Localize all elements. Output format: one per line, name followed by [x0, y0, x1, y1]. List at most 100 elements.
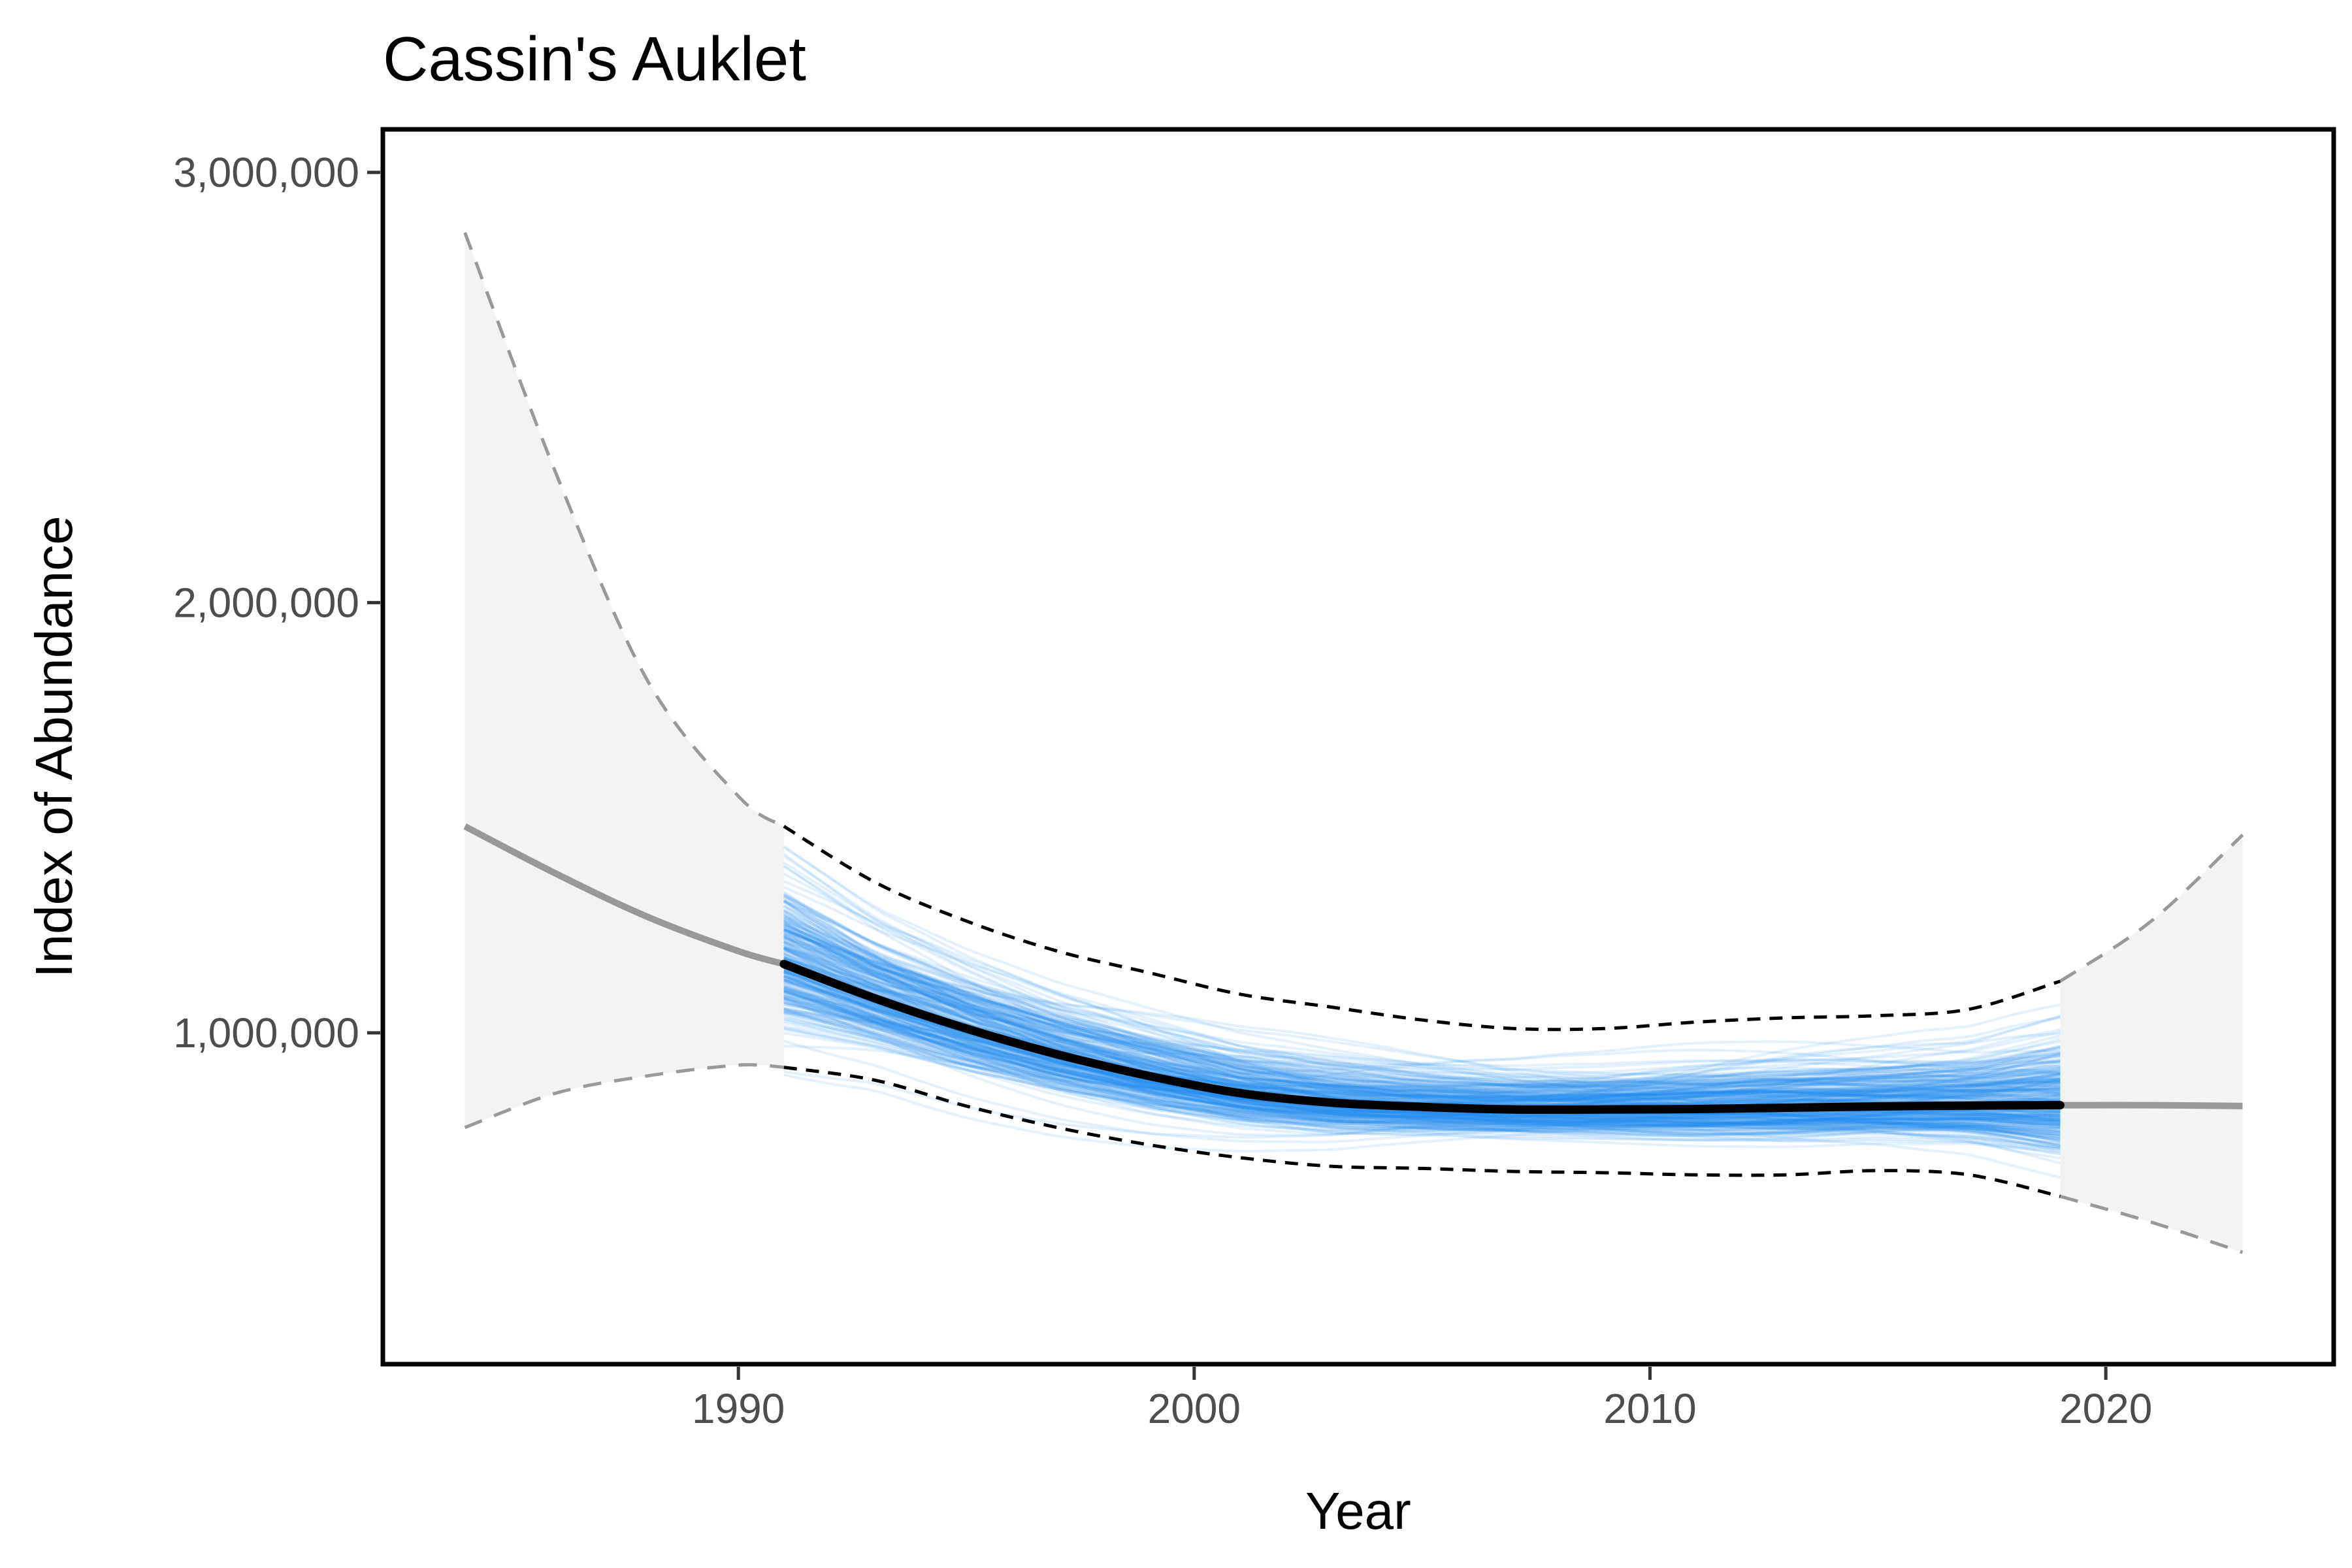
trajectory-line — [783, 969, 2061, 1122]
trajectory-line — [783, 998, 2061, 1111]
trajectory-line — [783, 910, 2061, 1119]
trajectory-line — [783, 918, 2061, 1101]
trajectory-line — [783, 1026, 2061, 1124]
trajectory-line — [783, 953, 2061, 1147]
trajectory-line — [783, 941, 2061, 1098]
trajectory-line — [783, 938, 2061, 1088]
trajectory-line — [783, 946, 2061, 1076]
trajectory-line — [783, 996, 2061, 1145]
trajectory-line — [783, 956, 2061, 1097]
trajectory-line — [783, 910, 2061, 1098]
trajectory-line — [783, 949, 2061, 1107]
trajectory-line — [783, 894, 2061, 1102]
projection-upper-past — [463, 232, 785, 828]
trajectory-line — [783, 1001, 2061, 1126]
y-tick-label: 1,000,000 — [173, 1009, 359, 1056]
trajectory-line — [783, 853, 2061, 1143]
trajectory-line — [783, 996, 2061, 1127]
trajectory-line — [783, 928, 2061, 1083]
trajectory-line — [783, 931, 2061, 1098]
trajectory-line — [783, 990, 2061, 1132]
x-axis-title: Year — [1305, 1482, 1411, 1540]
projection-upper-future — [2059, 834, 2244, 983]
trajectory-line — [783, 941, 2061, 1137]
trajectory-line — [783, 1002, 2061, 1160]
trajectory-line — [783, 1009, 2061, 1130]
trajectory-line — [783, 943, 2061, 1094]
trajectory-line — [783, 1017, 2061, 1089]
trajectory-line — [783, 967, 2061, 1102]
trajectory-line — [783, 919, 2061, 1087]
trajectory-line — [783, 996, 2061, 1136]
trajectory-line — [783, 988, 2061, 1115]
trajectory-line — [783, 946, 2061, 1080]
trajectory-line — [783, 936, 2061, 1133]
trajectory-line — [783, 970, 2061, 1102]
x-axis: 1990 2000 2010 2020 — [692, 1367, 2152, 1432]
trajectory-line — [783, 950, 2061, 1086]
trajectory-line — [783, 967, 2061, 1116]
trajectory-line — [783, 987, 2061, 1097]
trajectory-line — [783, 1003, 2061, 1122]
trajectory-line — [783, 973, 2061, 1149]
trajectory-line — [783, 988, 2061, 1126]
trajectory-line — [783, 901, 2061, 1136]
trajectory-line — [783, 947, 2061, 1138]
trajectory-line — [783, 962, 2061, 1128]
trajectory-line — [783, 936, 2061, 1098]
trajectory-line — [783, 1000, 2061, 1120]
trajectory-line — [783, 985, 2061, 1114]
trajectory-line — [783, 1015, 2061, 1123]
trajectory-line — [783, 1070, 2061, 1139]
trajectory-line — [783, 992, 2061, 1155]
trajectory-line — [783, 987, 2061, 1111]
trajectory-line — [783, 940, 2061, 1123]
trajectory-line — [783, 1012, 2061, 1125]
trajectory-line — [783, 1009, 2061, 1105]
trajectory-line — [783, 905, 2061, 1089]
trajectory-line — [783, 987, 2061, 1125]
trajectory-line — [783, 990, 2061, 1147]
trajectory-line — [783, 982, 2061, 1124]
trajectory-line — [783, 1000, 2061, 1131]
trajectory-line — [783, 1011, 2061, 1132]
trajectory-line — [783, 928, 2061, 1118]
y-axis-title: Index of Abundance — [25, 515, 83, 977]
trajectory-line — [783, 924, 2061, 1139]
trajectory-line — [783, 921, 2061, 1075]
trajectory-line — [783, 957, 2061, 1087]
trajectory-line — [783, 1026, 2061, 1114]
trajectory-line — [783, 970, 2061, 1095]
trajectory-line — [783, 945, 2061, 1095]
trajectory-line — [783, 947, 2061, 1139]
trajectory-line — [783, 955, 2061, 1142]
trajectory-line — [783, 1007, 2061, 1127]
trajectory-line — [783, 927, 2061, 1089]
trajectory-line — [783, 979, 2061, 1126]
trajectory-line — [783, 985, 2061, 1124]
trajectory-line — [783, 979, 2061, 1098]
fitted-mean-line — [779, 960, 2065, 1114]
y-axis: 1,000,000 2,000,000 3,000,000 — [173, 149, 380, 1056]
trajectory-line — [783, 998, 2061, 1151]
trajectory-line — [783, 935, 2061, 1132]
trajectory-line — [783, 964, 2061, 1122]
trajectory-line — [783, 1007, 2061, 1132]
trajectory-line — [783, 1001, 2061, 1126]
projection-band-future — [2060, 835, 2243, 1252]
trajectory-line — [783, 928, 2061, 1141]
trajectory-line — [783, 928, 2061, 1085]
x-tick-label: 2020 — [2059, 1385, 2152, 1432]
trajectory-line — [783, 983, 2061, 1125]
x-tick-label: 1990 — [692, 1385, 785, 1432]
trajectory-line — [783, 955, 2061, 1127]
trajectory-line — [783, 926, 2061, 1094]
trajectory-line — [783, 1032, 2061, 1134]
trajectory-line — [783, 920, 2061, 1094]
y-tick-label: 2,000,000 — [173, 579, 359, 626]
trajectory-line — [783, 990, 2061, 1114]
trajectory-line — [783, 1024, 2061, 1152]
trajectory-line — [783, 899, 2061, 1087]
trajectory-line — [783, 971, 2061, 1118]
trajectory-line — [783, 980, 2061, 1125]
